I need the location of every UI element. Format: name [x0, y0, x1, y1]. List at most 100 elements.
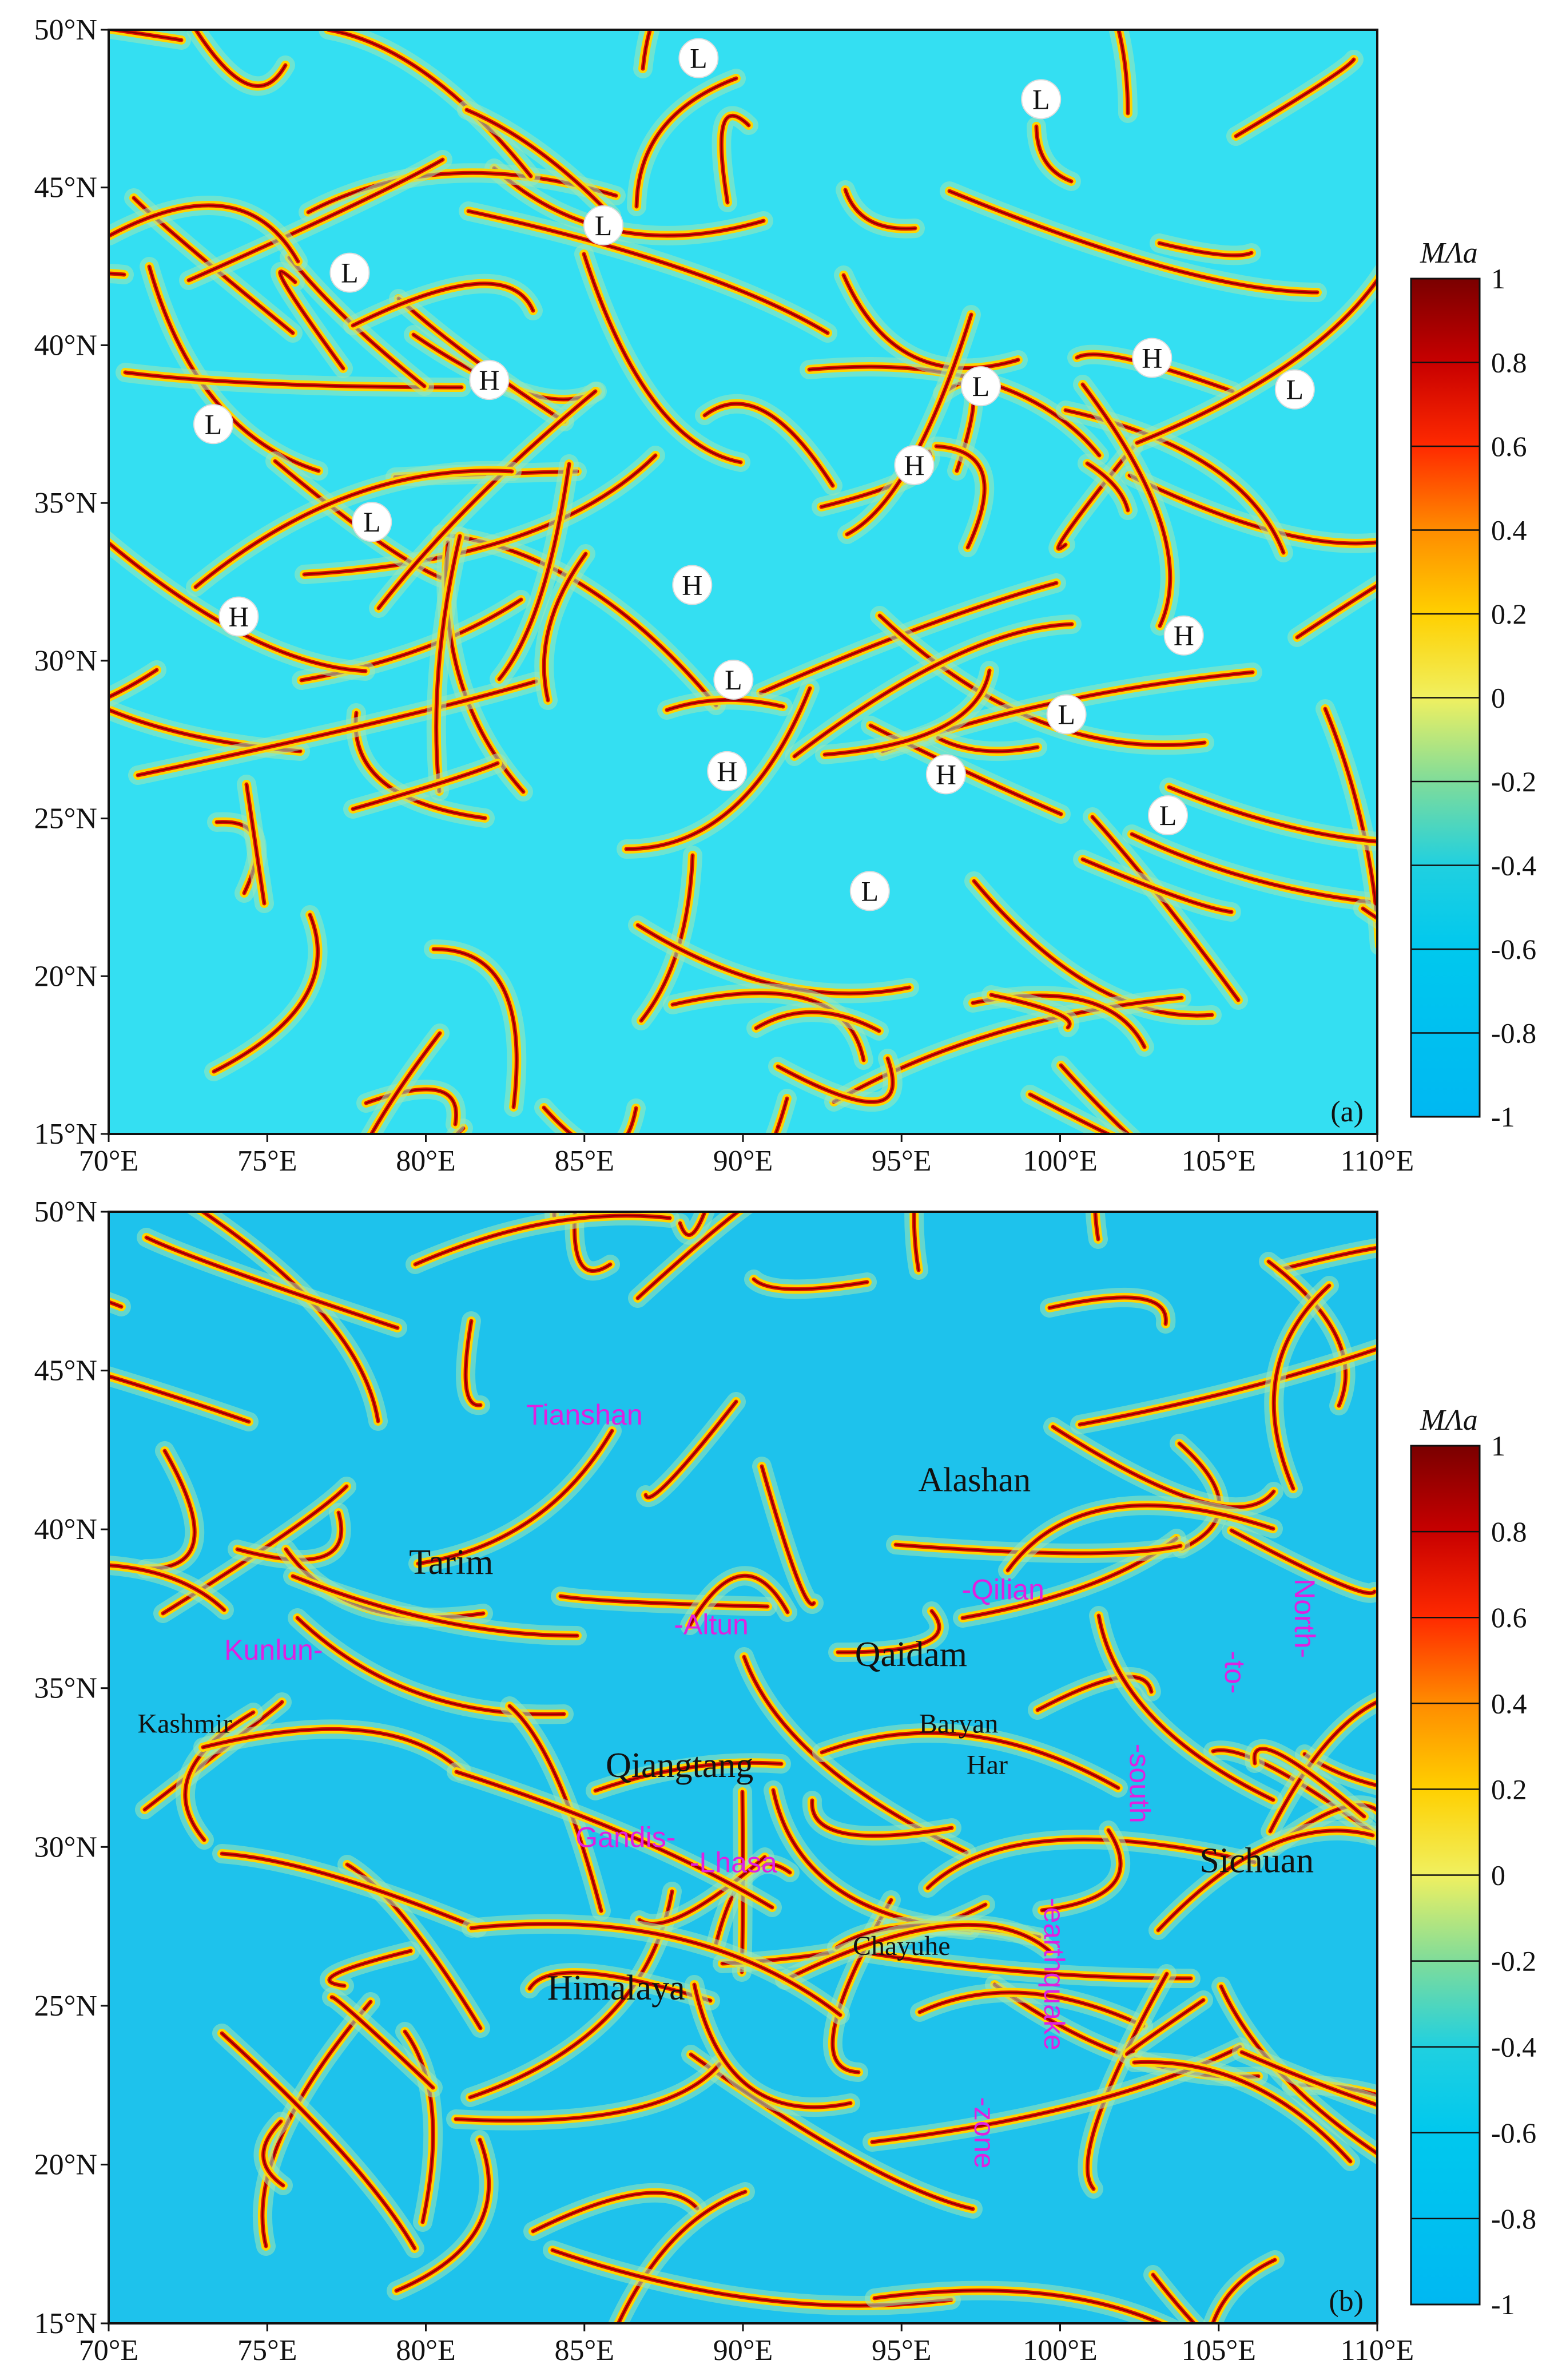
panel-a: 70°E 75°E 80°E 85°E 90°E 95°E 100°E 105°E 110°E 5… — [34, 14, 1537, 1177]
region-label: Chayuhe — [853, 1931, 951, 1961]
marker-low: L — [678, 38, 719, 78]
panel-a-colorbar-label: 0.8 — [1491, 347, 1527, 379]
region-label: Kashmir — [137, 1708, 232, 1739]
panel-a-lat-tick-label: 20°N — [34, 960, 97, 993]
marker-high: H — [672, 565, 713, 605]
marker-low: L — [1148, 795, 1189, 836]
marker-high: H — [707, 751, 748, 791]
svg-text:H: H — [682, 569, 702, 601]
panel-a-lon-tick-label: 105°E — [1181, 1145, 1256, 1177]
panel-a-lat-tick-label: 50°N — [34, 14, 97, 46]
svg-text:H: H — [717, 755, 737, 787]
marker-low: L — [193, 404, 233, 445]
panel-b-lon-tick-label: 90°E — [713, 2334, 773, 2367]
panel-a-colorbar-label: -0.6 — [1491, 933, 1536, 965]
fault-zone-label: Tianshan — [526, 1399, 643, 1431]
panel-b-lat-tick-label: 35°N — [34, 1672, 97, 1705]
panel-a-ridge-texture — [109, 30, 1377, 1134]
panel-b: 70°E 75°E 80°E 85°E 90°E 95°E 100°E 105°E 110°E 5… — [34, 1196, 1537, 2367]
svg-text:L: L — [690, 42, 708, 74]
panel-a-colorbar-label: 0.2 — [1491, 598, 1527, 630]
svg-text:L: L — [1159, 799, 1177, 831]
svg-text:H: H — [228, 601, 249, 633]
panel-b-lon-tick-label: 95°E — [872, 2334, 932, 2367]
svg-text:L: L — [1032, 83, 1050, 115]
marker-low: L — [1046, 694, 1087, 735]
svg-text:H: H — [904, 449, 924, 481]
region-label: Har — [967, 1750, 1008, 1780]
panel-a-tag: (a) — [1330, 1096, 1364, 1128]
panel-b-lat-tick-label: 45°N — [34, 1355, 97, 1387]
svg-text:L: L — [725, 664, 742, 696]
fault-zone-label: Kunlun- — [224, 1634, 323, 1666]
svg-text:L: L — [205, 408, 222, 440]
panel-a-lat-tick-label: 45°N — [34, 172, 97, 204]
panel-b-lon-tick-label: 80°E — [396, 2334, 456, 2367]
panel-b-colorbar-title: MΛa — [1420, 1404, 1478, 1437]
svg-text:L: L — [1058, 699, 1075, 731]
svg-text:L: L — [861, 875, 879, 907]
marker-low: L — [1274, 369, 1315, 410]
panel-b-lat-tick-label: 30°N — [34, 1831, 97, 1863]
panel-a-lat-tick-label: 15°N — [34, 1118, 97, 1151]
fault-zone-label: -south — [1123, 1744, 1155, 1823]
fault-zone-label: -earthquake — [1038, 1898, 1070, 2050]
panel-a-lon-tick-label: 85°E — [554, 1145, 614, 1177]
marker-high: H — [1132, 338, 1173, 378]
marker-low: L — [960, 366, 1001, 407]
marker-low: L — [352, 502, 392, 542]
fault-zone-label: -Lhasa — [690, 1847, 777, 1879]
panel-a-lat-tick-label: 40°N — [34, 329, 97, 362]
panel-b-axes: 70°E 75°E 80°E 85°E 90°E 95°E 100°E 105°E 110°E 5… — [34, 1196, 1537, 2367]
panel-b-lat-tick-label: 50°N — [34, 1196, 97, 1228]
panel-b-lon-tick-label: 100°E — [1023, 2334, 1098, 2367]
svg-text:L: L — [972, 370, 990, 402]
panel-b-lon-tick-label: 70°E — [79, 2334, 139, 2367]
panel-a-lon-tick-label: 80°E — [396, 1145, 456, 1177]
fault-zone-label: North- — [1289, 1578, 1321, 1658]
panel-b-colorbar-label: -0.2 — [1491, 1945, 1536, 1977]
panel-b-ridge-texture — [109, 1212, 1377, 2323]
svg-text:L: L — [363, 506, 381, 538]
panel-a-colorbar-label: -1 — [1491, 1101, 1515, 1133]
panel-b-colorbar-label: -1 — [1491, 2288, 1515, 2320]
marker-low: L — [329, 252, 370, 293]
marker-high: H — [1163, 615, 1204, 656]
region-label: Himalaya — [547, 1969, 685, 2008]
svg-text:H: H — [479, 364, 499, 396]
panel-b-colorbar-label: 0.8 — [1491, 1516, 1527, 1548]
svg-text:H: H — [1174, 620, 1194, 652]
panel-a-colorbar-label: -0.8 — [1491, 1017, 1536, 1049]
panel-a-colorbar-label: -0.2 — [1491, 765, 1536, 798]
panel-a-colorbar-label: 1 — [1491, 263, 1505, 295]
marker-high: H — [925, 754, 966, 795]
marker-high: H — [218, 596, 259, 637]
fault-zone-label: -zone — [968, 2097, 1000, 2168]
marker-low: L — [713, 659, 754, 700]
svg-text:L: L — [595, 209, 613, 241]
panel-b-lon-tick-label: 75°E — [237, 2334, 297, 2367]
panel-a-colorbar-label: 0 — [1491, 682, 1505, 714]
panel-a-lon-tick-label: 70°E — [79, 1145, 139, 1177]
panel-b-colorbar-label: 0.4 — [1491, 1687, 1527, 1719]
panel-b-lon-tick-label: 110°E — [1341, 2334, 1414, 2367]
panel-a-axes: 70°E 75°E 80°E 85°E 90°E 95°E 100°E 105°E 110°E 5… — [34, 14, 1537, 1177]
marker-low: L — [1021, 79, 1062, 120]
svg-text:H: H — [1142, 342, 1162, 374]
panel-b-lat-tick-label: 15°N — [34, 2307, 97, 2340]
region-label: Baryan — [919, 1708, 999, 1739]
panel-a-lon-tick-label: 100°E — [1023, 1145, 1098, 1177]
panel-a-colorbar-title: MΛa — [1420, 237, 1478, 269]
fault-zone-label: -Qilian — [961, 1573, 1044, 1605]
fault-zone-label: Gandis- — [575, 1821, 675, 1853]
panel-a-colorbar-label: 0.6 — [1491, 430, 1527, 462]
region-label: Tarim — [409, 1543, 493, 1582]
panel-a-lon-tick-label: 75°E — [237, 1145, 297, 1177]
svg-text:L: L — [1286, 374, 1304, 406]
svg-text:L: L — [341, 257, 359, 289]
panel-b-tag: (b) — [1329, 2285, 1364, 2318]
region-label: Qaidam — [855, 1635, 967, 1674]
svg-text:H: H — [936, 758, 956, 790]
marker-high: H — [894, 445, 935, 485]
panel-b-colorbar-label: -0.8 — [1491, 2203, 1536, 2235]
